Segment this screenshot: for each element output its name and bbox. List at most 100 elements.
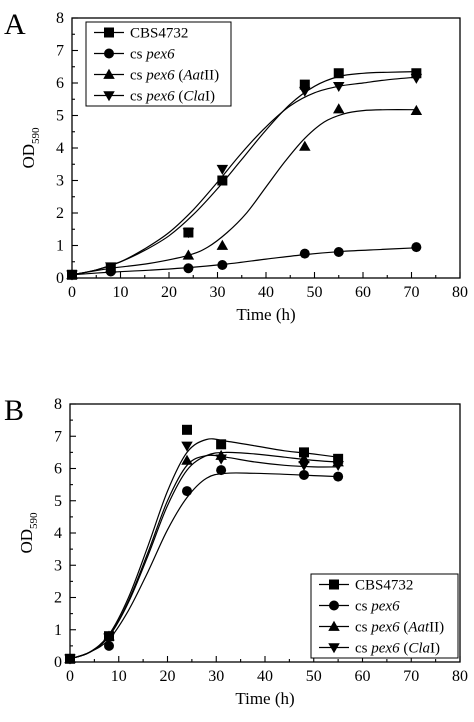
data-point — [105, 262, 117, 273]
legend-label-part: ( — [175, 68, 184, 84]
legend-marker — [328, 620, 340, 631]
data-point — [66, 270, 78, 281]
chart-panel-b: B 0 10 20 30 40 50 60 70 80 0 1 2 3 4 5 6 7 8 Time (h) OD590… — [4, 394, 468, 708]
legend-label-part: pex6 — [145, 89, 175, 105]
chart-panel-a: A 0 10 20 30 40 50 60 70 80 0 1 2 3 4 5 6 7 8 Time (h) OD590… — [4, 8, 468, 324]
data-point — [181, 454, 193, 465]
legend-entry-3: cs pex6 (AatII) — [94, 68, 219, 84]
y-axis-title-subscript: 590 — [30, 127, 42, 144]
legend-marker — [329, 600, 339, 611]
data-point — [215, 454, 227, 465]
data-point — [333, 68, 344, 79]
data-point — [181, 441, 193, 452]
legend-entry-1: CBS4732 — [94, 26, 188, 42]
data-point — [411, 68, 422, 79]
data-point — [332, 460, 344, 472]
legend-label: cs pex6 (AatII) — [355, 620, 444, 636]
legend-label-part: II) — [204, 68, 219, 84]
legend-label-part: Aat — [407, 620, 430, 636]
y-tick-label: 8 — [54, 396, 62, 413]
series-4 — [66, 73, 423, 281]
y-axis-title-subscript: 590 — [28, 512, 40, 529]
data-point — [217, 260, 228, 270]
legend-label-part: Cla — [408, 641, 430, 657]
series-line — [69, 454, 339, 660]
legend-label-part: pex6 — [370, 599, 400, 615]
y-axis-title-main: OD — [17, 529, 36, 554]
data-point — [216, 465, 227, 476]
x-tick-label: 60 — [355, 668, 371, 685]
y-tick-label: 8 — [56, 10, 64, 27]
x-tick-label: 30 — [208, 668, 224, 685]
legend-label-part: pex6 — [370, 641, 400, 657]
data-point — [299, 248, 310, 259]
legend-marker — [104, 27, 114, 38]
panel-label: B — [4, 394, 24, 427]
data-point — [333, 247, 344, 257]
legend-marker — [103, 68, 115, 79]
y-tick-label: 3 — [56, 173, 64, 190]
y-tick-label: 2 — [56, 205, 64, 222]
data-point — [216, 164, 229, 175]
x-tick-label: 20 — [161, 284, 177, 301]
legend-label: CBS4732 — [355, 578, 413, 594]
legend-marker — [329, 579, 339, 590]
x-tick-label: 60 — [355, 284, 371, 301]
legend-label-part: Cla — [183, 89, 205, 105]
x-tick-label: 40 — [258, 284, 274, 301]
data-point — [333, 103, 345, 114]
x-tick-label: 10 — [111, 668, 127, 685]
data-point — [104, 640, 114, 651]
legend-label-part: pex6 — [145, 47, 175, 63]
data-point — [182, 424, 192, 435]
legend-label-part: ( — [400, 620, 409, 636]
legend-label-part: CBS4732 — [355, 578, 413, 594]
legend-marker — [103, 91, 115, 102]
x-axis-title: Time (h) — [235, 689, 294, 708]
series-line — [69, 472, 339, 660]
data-point — [182, 228, 195, 239]
legend-label-part: cs — [355, 641, 371, 657]
data-point — [103, 633, 115, 644]
data-point — [298, 460, 310, 472]
legend-marker — [104, 48, 114, 59]
legend-label: CBS4732 — [130, 26, 188, 42]
y-axis-title: OD590 — [19, 127, 42, 169]
x-tick-label: 10 — [113, 284, 129, 301]
y-tick-label: 3 — [54, 557, 62, 574]
series-3 — [66, 103, 423, 280]
legend-label-part: I) — [205, 89, 215, 105]
y-tick-label: 4 — [56, 140, 64, 157]
data-point — [411, 242, 422, 253]
legend-label-part: ( — [400, 641, 409, 657]
y-tick-label: 0 — [54, 654, 62, 671]
data-point — [182, 249, 195, 260]
series-line — [71, 247, 417, 276]
legend-entry-3: cs pex6 (AatII) — [319, 620, 444, 636]
legend-label-part: cs — [130, 47, 146, 63]
legend-label-part: I) — [430, 641, 440, 657]
x-tick-label: 50 — [306, 668, 322, 685]
y-tick-label: 1 — [56, 238, 64, 255]
x-tick-label: 70 — [403, 668, 419, 685]
legend-label: cs pex6 (AatII) — [130, 68, 219, 84]
data-point — [410, 73, 423, 84]
data-point — [183, 263, 194, 274]
y-tick-label: 4 — [54, 525, 62, 542]
x-tick-label: 20 — [160, 668, 176, 685]
y-tick-label: 6 — [54, 461, 62, 478]
legend-label: cs pex6 — [130, 47, 175, 63]
y-tick-label: 5 — [54, 493, 62, 510]
y-axis-title-main: OD — [19, 144, 38, 169]
data-point — [333, 471, 344, 482]
y-tick-label: 2 — [54, 590, 62, 607]
series-line — [71, 76, 417, 276]
legend-label-part: CBS4732 — [130, 26, 188, 42]
data-point — [299, 140, 311, 151]
data-point — [182, 486, 192, 497]
x-tick-label: 70 — [404, 284, 420, 301]
data-point — [216, 239, 229, 250]
data-point — [299, 86, 311, 97]
legend-label-part: cs — [355, 599, 371, 615]
